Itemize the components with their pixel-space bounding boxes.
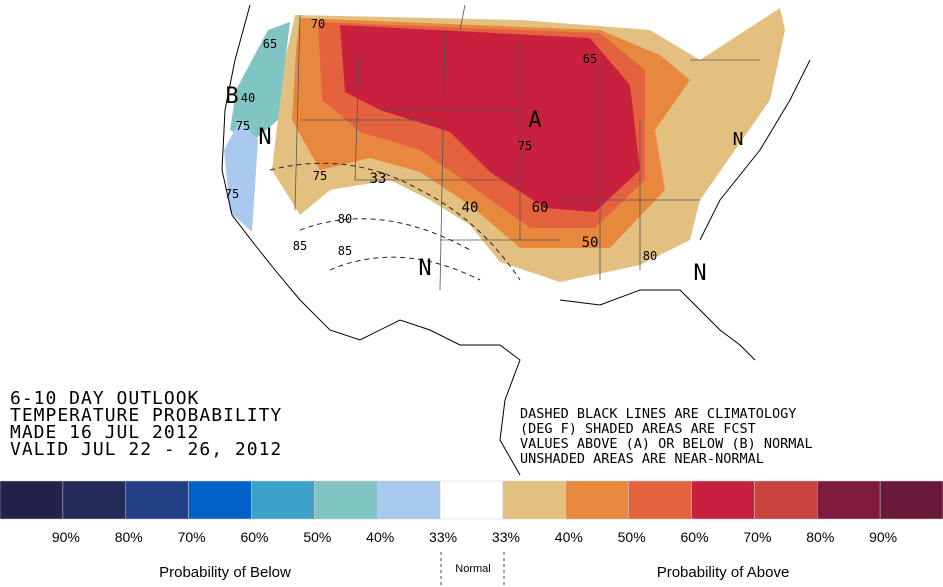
below-40 <box>224 120 258 232</box>
legend-swatch <box>565 480 629 520</box>
map-label: 65 <box>583 52 597 66</box>
legend-label: 50% <box>303 529 331 545</box>
legend-label: 60% <box>681 529 709 545</box>
map-label: 50 <box>582 235 599 251</box>
map-label: N <box>418 256 431 281</box>
header-line: TEMPERATURE PROBABILITY <box>10 405 282 426</box>
header-line: MADE 16 JUL 2012 <box>10 422 199 443</box>
legend-swatch <box>502 480 567 520</box>
map-label: 40 <box>462 200 479 216</box>
legend-above: Probability of Above <box>657 564 790 581</box>
legend-label: 33% <box>492 529 520 545</box>
map-label: 40 <box>241 91 255 105</box>
legend-swatch <box>314 480 378 520</box>
legend-label: 70% <box>178 529 206 545</box>
note-line: VALUES ABOVE (A) OR BELOW (B) NORMAL <box>520 436 813 452</box>
map-label: N <box>693 261 706 286</box>
legend-label: 80% <box>806 529 834 545</box>
legend-swatch <box>251 480 315 520</box>
legend-label: 90% <box>52 529 80 545</box>
legend-swatch <box>879 480 943 520</box>
legend-swatch <box>628 480 692 520</box>
legend-swatch <box>817 480 881 520</box>
legend-label: 90% <box>869 529 897 545</box>
map-label: 80 <box>338 212 352 226</box>
map-label: 85 <box>293 239 307 253</box>
legend-label: 33% <box>429 529 457 545</box>
legend-label: 60% <box>240 529 268 545</box>
legend-label: 50% <box>618 529 646 545</box>
state-lines <box>294 4 760 291</box>
header-line: VALID JUL 22 - 26, 2012 <box>10 439 282 460</box>
legend-swatch <box>754 480 818 520</box>
map-label: A <box>528 108 541 133</box>
map-label: B <box>225 84 238 109</box>
legend-label: 70% <box>743 529 771 545</box>
coastline <box>221 4 811 476</box>
below-50 <box>230 22 290 142</box>
header-line: 6-10 DAY OUTLOOK <box>10 388 199 409</box>
note-line: (DEG F) SHADED AREAS ARE FCST <box>520 421 756 437</box>
borders <box>221 4 811 476</box>
legend-swatch <box>0 480 64 520</box>
map-label: 75 <box>518 139 532 153</box>
legend-label: 80% <box>115 529 143 545</box>
climatology-lines <box>269 162 521 281</box>
map-label: 80 <box>643 249 657 263</box>
map-label: N <box>733 129 744 150</box>
map-label: 33 <box>370 171 387 187</box>
legend-swatch <box>439 480 504 520</box>
legend-label: 40% <box>366 529 394 545</box>
map-label: 75 <box>225 187 239 201</box>
map-label: 65 <box>263 37 277 51</box>
map-label: 85 <box>338 244 352 258</box>
legend-swatch <box>125 480 189 520</box>
shading <box>224 8 785 282</box>
map-label: 60 <box>532 200 549 216</box>
legend-swatch <box>691 480 755 520</box>
above-60 <box>340 25 640 212</box>
map-label: 75 <box>313 169 327 183</box>
note-line: DASHED BLACK LINES ARE CLIMATOLOGY <box>520 406 796 422</box>
legend-swatch <box>188 480 252 520</box>
legend-swatch <box>376 480 441 520</box>
map-label: 70 <box>311 17 325 31</box>
note-line: UNSHADED AREAS ARE NEAR-NORMAL <box>520 451 764 467</box>
legend-normal: Normal <box>455 563 490 575</box>
map-label: N <box>258 125 271 150</box>
legend-label: 40% <box>555 529 583 545</box>
legend-below: Probability of Below <box>159 564 291 581</box>
map-label: 75 <box>236 119 250 133</box>
legend-swatch <box>62 480 126 520</box>
